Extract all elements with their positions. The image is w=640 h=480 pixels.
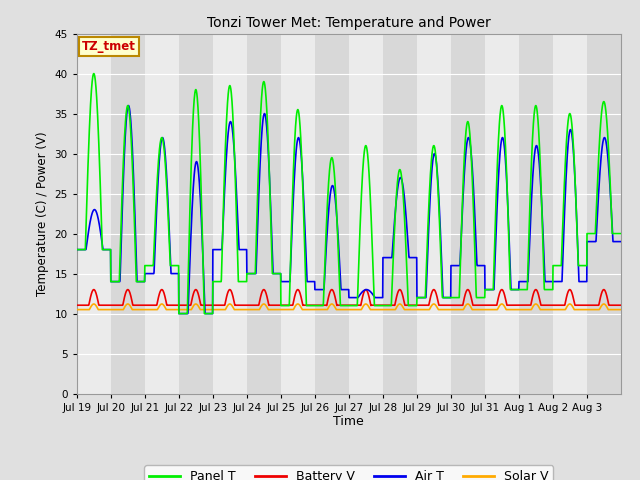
Bar (417, 34, 451, 394)
Legend: Panel T, Battery V, Air T, Solar V: Panel T, Battery V, Air T, Solar V (144, 465, 554, 480)
Bar (212, 34, 247, 394)
Bar (77, 34, 111, 394)
Bar (247, 34, 281, 394)
Bar (281, 34, 315, 394)
Bar (145, 34, 179, 394)
Bar (485, 34, 519, 394)
Bar (349, 34, 383, 394)
Bar (451, 34, 485, 394)
Bar (111, 34, 145, 394)
Title: Tonzi Tower Met: Temperature and Power: Tonzi Tower Met: Temperature and Power (207, 16, 491, 30)
Bar (553, 34, 587, 394)
Y-axis label: Temperature (C) / Power (V): Temperature (C) / Power (V) (36, 132, 49, 296)
X-axis label: Time: Time (333, 415, 364, 429)
Bar (383, 34, 417, 394)
Text: TZ_tmet: TZ_tmet (82, 40, 136, 53)
Bar (315, 34, 349, 394)
Bar (519, 34, 553, 394)
Bar (587, 34, 621, 394)
Bar (179, 34, 212, 394)
